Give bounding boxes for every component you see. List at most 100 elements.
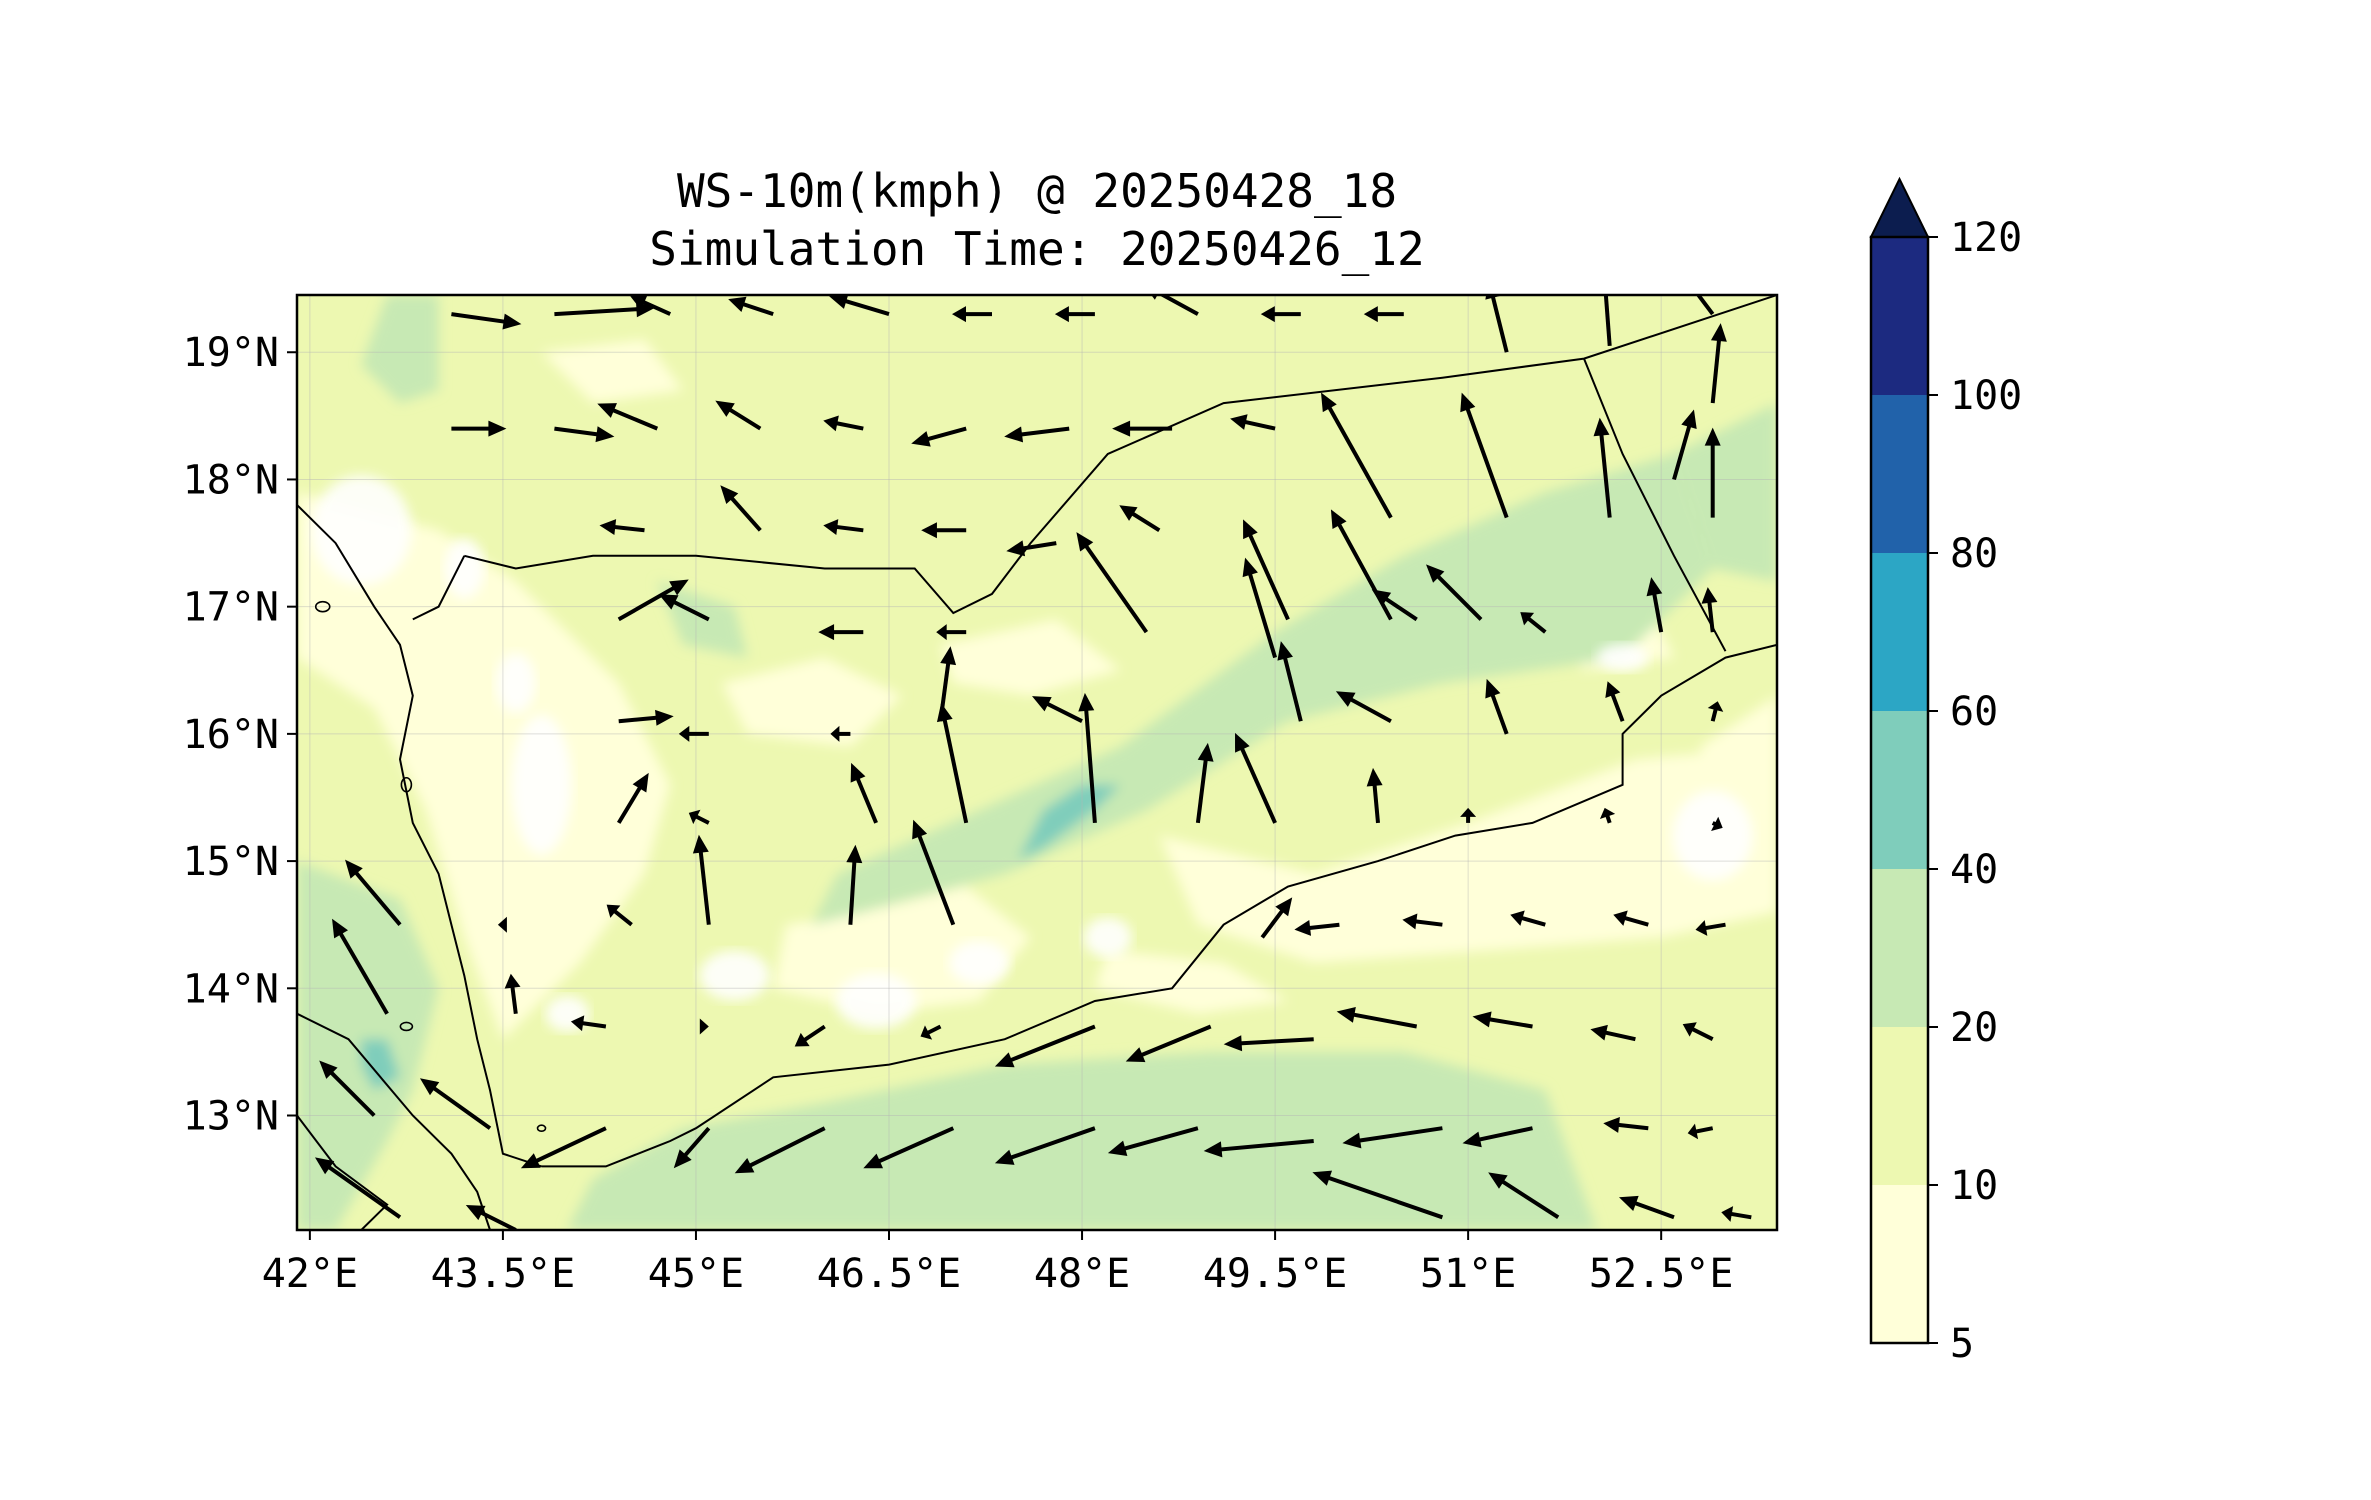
wind-vector-head (606, 904, 621, 918)
wind-vector-shaft (1130, 511, 1161, 532)
wind-vector-head (921, 522, 937, 539)
wind-vector (1223, 1035, 1314, 1052)
wind-vector (520, 1126, 607, 1169)
wind-vector-shaft (326, 1164, 402, 1219)
wind-vector-shaft (848, 860, 857, 925)
wind-vector (1363, 306, 1404, 323)
lon-tick-label: 49.5°E (1203, 1251, 1348, 1297)
wind-vector (1260, 306, 1301, 323)
wind-vector-head (1707, 701, 1724, 712)
island (314, 600, 331, 613)
wind-vector-head (332, 918, 348, 939)
wind-vector (699, 1018, 709, 1035)
wind-vector-shaft (1435, 574, 1483, 621)
wind-vector-shaft (925, 1024, 942, 1036)
wind-vector (1107, 1126, 1199, 1157)
wind-vector-head (1235, 732, 1250, 753)
wind-vector-shaft (612, 908, 633, 927)
wind-vector-head (1682, 1022, 1697, 1037)
wind-vector-head (673, 1149, 692, 1169)
wind-vector (1460, 392, 1509, 519)
wind-vector-head (1488, 1172, 1508, 1189)
wind-vector-head (319, 1060, 338, 1079)
wind-vector-head (734, 1158, 755, 1174)
wind-vector (1646, 577, 1664, 633)
wind-vector-shaft (618, 715, 658, 724)
wind-vector (1672, 409, 1697, 481)
wind-vector-head (920, 1025, 933, 1040)
wind-vector (994, 1024, 1096, 1068)
colorbar-frame (1869, 235, 1930, 1345)
wind-vector-head (720, 485, 739, 505)
wind-vector-shaft (1139, 1024, 1212, 1058)
coastline (412, 555, 466, 621)
colorbar-tick-label: 60 (1950, 689, 1998, 735)
wind-vector (1593, 417, 1612, 518)
calm-zone (1596, 643, 1649, 672)
wind-vector (715, 400, 762, 431)
calm-zone (495, 652, 536, 713)
wind-vector (1195, 742, 1214, 824)
wind-vector (912, 819, 956, 926)
wind-vector (1366, 767, 1383, 824)
wind-vector-shaft (1372, 783, 1380, 824)
wind-vector-shaft (843, 298, 890, 317)
wind-vector-head (1721, 1206, 1734, 1222)
gridlines (297, 295, 1777, 1230)
wind-vector-head (1032, 696, 1052, 712)
wind-vector-shaft (1383, 596, 1418, 622)
wind-vector (1510, 910, 1546, 927)
wind-vector-head (830, 725, 840, 742)
colorbar-extend-arrow (1869, 176, 1930, 238)
wind-vector-head (1125, 1047, 1146, 1063)
wind-vector-head (1462, 1131, 1482, 1148)
wind-vector (673, 1126, 711, 1169)
wind-vector-shaft (1282, 656, 1303, 722)
wind-vector (1711, 816, 1723, 832)
wind-vector-head (1197, 742, 1214, 762)
island (400, 776, 413, 793)
wind-vector (911, 426, 967, 447)
wind-vector-shaft (1239, 1037, 1314, 1046)
wind-vector-head (1460, 392, 1476, 413)
wind-vector-head (570, 1015, 585, 1032)
lon-tick-label: 43.5°E (431, 1251, 576, 1297)
wind-vector-head (1203, 1141, 1223, 1158)
wind-vector-head (1596, 265, 1613, 284)
wind-vector-shaft (554, 426, 599, 437)
wind-vector (554, 426, 615, 443)
colorbar-segment (1871, 1027, 1928, 1185)
calm-zone (511, 714, 572, 855)
wind-vector (617, 579, 689, 622)
wind-vector (850, 762, 878, 824)
wind-vector (497, 916, 507, 933)
wind-vector (1613, 910, 1649, 927)
wind-vector-shaft (1500, 1179, 1560, 1219)
wind-vector-head (1242, 557, 1258, 578)
speed-shading-region (940, 619, 1121, 696)
wind-vector-head (497, 916, 507, 933)
wind-vector-shaft (1703, 922, 1726, 931)
wind-vector (599, 519, 645, 536)
wind-vector-head (699, 1018, 709, 1035)
wind-vector-shaft (329, 1070, 376, 1117)
wind-vector-head (1613, 910, 1628, 926)
wind-vector-shaft (1672, 424, 1692, 481)
wind-vector-head (1230, 414, 1248, 430)
wind-vector-shaft (1084, 708, 1097, 824)
wind-vector (920, 1024, 942, 1040)
wind-vector-shaft (1710, 338, 1722, 404)
wind-vector-head (952, 306, 966, 323)
lat-tick-label: 17°N (183, 585, 279, 631)
wind-vector-shaft (727, 407, 762, 431)
wind-vector-head (314, 1157, 335, 1175)
wind-vector-shaft (729, 495, 762, 532)
colorbar-segment (1871, 869, 1928, 1027)
wind-vector (504, 973, 521, 1014)
wind-vector-head (1590, 1024, 1608, 1041)
wind-vector-shaft (1195, 758, 1208, 824)
wind-vector-head (1605, 681, 1621, 699)
wind-vector-head (1336, 1006, 1356, 1023)
lon-tick-label: 48°E (1034, 1251, 1130, 1297)
